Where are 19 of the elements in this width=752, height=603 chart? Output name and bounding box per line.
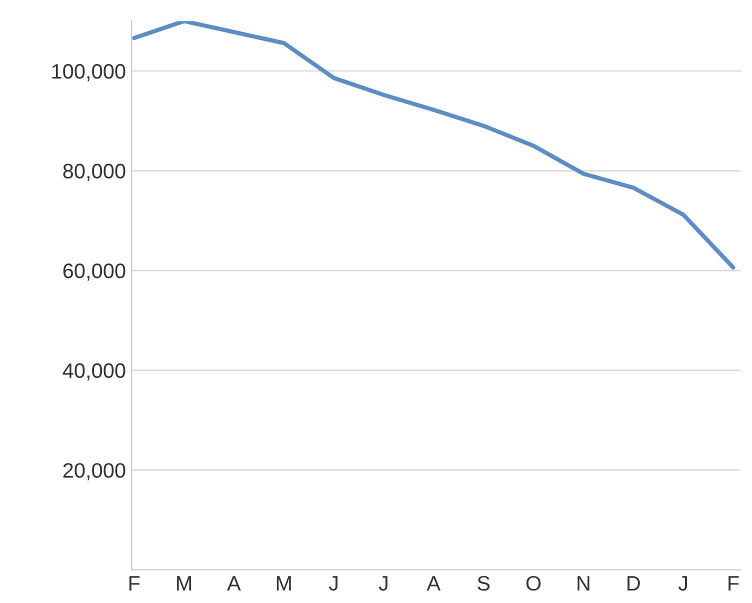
x-tick-label: M	[177, 576, 191, 590]
x-tick-label: O	[526, 576, 541, 591]
y-tick-label: 80,000	[63, 164, 126, 181]
y-tick-label: 100,000	[52, 64, 126, 82]
x-tick-label: A	[426, 576, 441, 590]
x-tick-label: F	[728, 576, 739, 590]
x-tick-label: J	[378, 576, 388, 591]
y-tick-label: 60,000	[63, 264, 126, 281]
x-tick-label: M	[276, 576, 291, 590]
x-tick-label: A	[227, 576, 241, 590]
line-series	[132, 21, 736, 270]
x-tick-label: S	[478, 576, 490, 591]
x-tick-label: D	[628, 576, 640, 590]
x-tick-label: J	[678, 576, 687, 591]
y-tick-label: 20,000	[63, 463, 126, 480]
x-tick-label: N	[578, 576, 590, 590]
x-tick-label: F	[129, 576, 140, 590]
x-tick-label: J	[328, 576, 338, 591]
y-tick-label: 40,000	[62, 363, 126, 381]
